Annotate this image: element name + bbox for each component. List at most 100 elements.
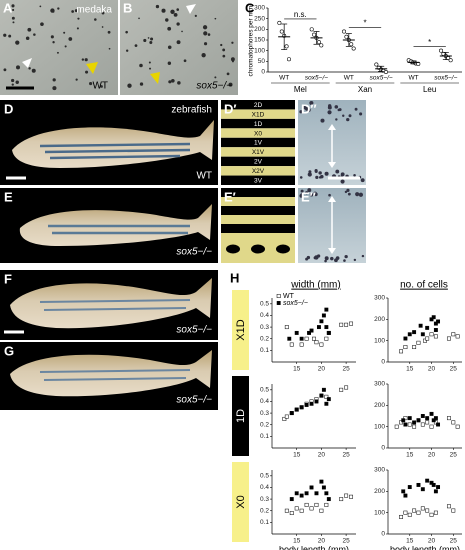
data-point [324, 325, 329, 330]
pigment-cell [220, 43, 223, 47]
data-point [403, 422, 408, 427]
data-point [436, 422, 441, 427]
data-point [344, 34, 349, 39]
data-point [407, 332, 412, 337]
panel-label: D″ [301, 101, 317, 116]
data-point [374, 62, 379, 67]
pigment-cell [50, 35, 54, 39]
double-arrow [328, 124, 336, 254]
pigment-cell [300, 189, 304, 193]
pigment-cell [125, 30, 128, 34]
pigment-cell [57, 7, 60, 10]
row-label: 1D [235, 409, 247, 423]
y-tick-label: 150 [254, 37, 265, 44]
pigment-cell [299, 194, 304, 198]
pigment-cell [354, 107, 358, 111]
data-point [321, 387, 326, 392]
x-tick-label: 25 [450, 538, 458, 545]
photo-b [120, 0, 238, 95]
data-point [399, 514, 404, 519]
data-point [321, 485, 326, 490]
pigment-cell [15, 40, 20, 45]
data-point [433, 334, 438, 339]
panel-label: F [4, 271, 12, 286]
pigment-cell [222, 54, 226, 58]
y-tick-label: 0.2 [260, 507, 269, 514]
pigment-cell [28, 67, 31, 70]
photo-label: sox5−/− [176, 395, 212, 406]
data-point [321, 313, 326, 318]
data-point [299, 405, 304, 410]
pigment-cell [176, 8, 180, 11]
data-point [433, 489, 438, 494]
y-tick-label: 100 [374, 423, 385, 430]
pigment-cell [139, 82, 144, 86]
significance-label: * [428, 38, 431, 47]
data-point [309, 27, 314, 32]
legend-marker [276, 294, 281, 298]
y-tick-label: 0 [381, 445, 385, 452]
stripe-label: 3V [254, 177, 263, 184]
y-tick-label: 200 [254, 26, 265, 33]
data-point [433, 420, 438, 425]
pigment-cell [231, 41, 234, 44]
pigment-cell [327, 110, 332, 115]
data-point [425, 508, 430, 513]
stripe [221, 109, 295, 119]
pigment-cell [314, 255, 319, 260]
data-point [309, 485, 314, 490]
pigment-cell [173, 12, 178, 17]
data-point [324, 307, 329, 312]
pigment-cell [68, 37, 73, 41]
data-point [289, 511, 294, 516]
pigment-cell [125, 49, 129, 52]
pigment-cell [355, 192, 360, 197]
x-tick-label: WT [279, 75, 289, 82]
data-point [403, 336, 408, 341]
data-point [339, 387, 344, 392]
pigment-cell [127, 83, 132, 88]
data-point [294, 491, 299, 496]
data-point [349, 494, 354, 499]
y-tick-label: 300 [374, 295, 385, 302]
data-point [319, 319, 324, 324]
data-point [304, 402, 309, 407]
data-point [433, 321, 438, 326]
data-point [412, 424, 417, 429]
pigment-cell [338, 108, 342, 112]
photo-label: WT [92, 81, 108, 92]
data-point [429, 317, 434, 322]
data-point [399, 420, 404, 425]
pigment-cell [214, 17, 217, 20]
data-point [425, 416, 430, 421]
arrowhead [22, 58, 32, 68]
pigment-cell [320, 118, 325, 123]
y-tick-label: 100 [374, 509, 385, 516]
data-point [429, 424, 434, 429]
data-point [289, 497, 294, 502]
pigment-cell [315, 175, 319, 180]
pigment-cell [11, 78, 15, 83]
pigment-cell [56, 51, 59, 54]
stripe-diagram [221, 188, 295, 263]
data-point [299, 508, 304, 513]
x-tick-label: WT [344, 75, 354, 82]
data-point [407, 485, 412, 490]
pigment-cell [148, 61, 151, 64]
data-point [401, 418, 406, 423]
data-point [351, 46, 356, 51]
row-label: X0 [235, 495, 247, 508]
column-title: width (mm) [290, 280, 340, 291]
data-point [431, 418, 436, 423]
pigment-cell [107, 30, 111, 34]
y-tick-label: 0 [381, 359, 385, 366]
data-point [304, 491, 309, 496]
x-tick-label: 25 [450, 366, 458, 373]
pigment-cell [31, 68, 36, 73]
y-tick-label: 200 [374, 402, 385, 409]
data-point [451, 332, 456, 337]
data-point [403, 416, 408, 421]
data-point [423, 338, 427, 343]
pigment-cell [52, 86, 57, 91]
pigment-cell [89, 82, 93, 86]
